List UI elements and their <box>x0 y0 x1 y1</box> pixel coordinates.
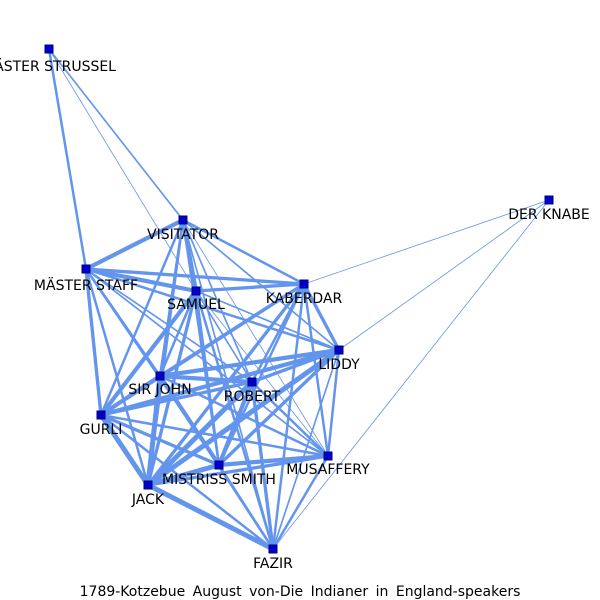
edge-kaberdar-samuel <box>194 282 306 293</box>
edge-gurli-mistriss <box>99 413 221 467</box>
edge-mstrussel-samuel <box>48 48 197 292</box>
edge-liddy-sirjohn <box>157 347 342 379</box>
edge-gurli-jack <box>98 412 151 488</box>
edge-liddy-musaffery <box>326 348 341 458</box>
edge-sirjohn-robert <box>157 373 255 385</box>
node-label-musaffery: MUSAFFERY <box>286 462 370 478</box>
edge-liddy-jack <box>145 347 342 488</box>
edge-mstaff-samuel <box>83 266 199 294</box>
node-label-robert: ROBERT <box>224 389 281 405</box>
edge-sirjohn-musaffery <box>158 374 330 458</box>
edge-mstaff-jack <box>84 267 150 487</box>
edge-mstrussel-visitator <box>48 48 184 221</box>
edge-derknabe-fazir <box>272 199 550 550</box>
node-label-mstrussel: MÄSTER STRUSSEL <box>0 57 116 75</box>
edge-visitator-kaberdar <box>181 218 306 286</box>
edge-liddy-fazir <box>272 349 340 550</box>
node-label-mistriss: MISTRISS SMITH <box>162 472 276 488</box>
node-mstrussel <box>44 44 54 54</box>
node-jack <box>143 480 153 490</box>
node-mstaff <box>81 264 91 274</box>
edge-visitator-gurli <box>99 218 185 417</box>
node-robert <box>247 377 257 387</box>
edge-robert-musaffery <box>250 380 330 458</box>
edge-mstaff-kaberdar <box>84 267 306 286</box>
edge-visitator-musaffery <box>182 219 329 457</box>
edge-layer <box>47 47 550 552</box>
edge-visitator-robert <box>182 219 253 383</box>
edge-samuel-gurli <box>98 288 199 418</box>
edge-musaffery-fazir <box>271 454 330 551</box>
node-kaberdar <box>299 279 309 289</box>
edge-jack-musaffery <box>146 454 330 487</box>
node-mistriss <box>214 460 224 470</box>
edge-derknabe-liddy <box>338 199 550 351</box>
node-label-liddy: LIDDY <box>318 357 360 373</box>
edge-samuel-robert <box>195 290 253 383</box>
edge-mstrussel-mstaff <box>47 47 88 271</box>
node-label-gurli: GURLI <box>80 422 123 438</box>
edge-liddy-gurli <box>98 347 342 418</box>
edge-kaberdar-jack <box>146 282 306 487</box>
edge-visitator-mstaff <box>83 217 186 272</box>
edge-samuel-musaffery <box>195 290 329 457</box>
edge-mistriss-fazir <box>217 463 275 551</box>
node-sirjohn <box>155 371 165 381</box>
edge-sirjohn-jack <box>145 373 163 488</box>
node-gurli <box>96 410 106 420</box>
node-fazir <box>268 544 278 554</box>
edge-robert-gurli <box>99 380 254 417</box>
node-samuel <box>191 286 201 296</box>
edge-kaberdar-liddy <box>302 282 341 352</box>
node-label-visitator: VISITATOR <box>147 227 219 243</box>
edge-gurli-musaffery <box>99 413 330 458</box>
node-label-fazir: FAZIR <box>253 556 293 572</box>
label-layer: MÄSTER STRUSSEL DER KNABE VISITATOR MÄSTER … <box>0 57 590 572</box>
edge-robert-mistriss <box>216 379 255 468</box>
edge-samuel-liddy <box>195 290 340 351</box>
edge-samuel-jack <box>146 289 198 487</box>
edge-mstaff-gurli <box>84 267 103 417</box>
node-label-mstaff: MÄSTER STAFF <box>34 276 138 294</box>
node-visitator <box>178 215 188 225</box>
node-derknabe <box>544 195 554 205</box>
edge-samuel-fazir <box>194 289 275 551</box>
node-label-samuel: SAMUEL <box>167 297 225 313</box>
node-label-jack: JACK <box>131 492 165 508</box>
node-label-sirjohn: SIR JOHN <box>128 382 191 398</box>
node-musaffery <box>323 451 333 461</box>
node-layer <box>44 44 554 554</box>
edge-visitator-liddy <box>182 219 340 351</box>
edge-jack-fazir <box>145 482 276 552</box>
graph-caption: 1789-Kotzebue August von-Die Indianer in… <box>80 584 521 600</box>
node-label-kaberdar: KABERDAR <box>266 291 343 307</box>
edge-samuel-sirjohn <box>158 289 198 378</box>
node-label-derknabe: DER KNABE <box>508 207 589 223</box>
node-liddy <box>334 345 344 355</box>
edge-derknabe-kaberdar <box>303 199 550 285</box>
edge-sirjohn-gurli <box>98 373 163 418</box>
edge-gurli-fazir <box>99 413 275 551</box>
